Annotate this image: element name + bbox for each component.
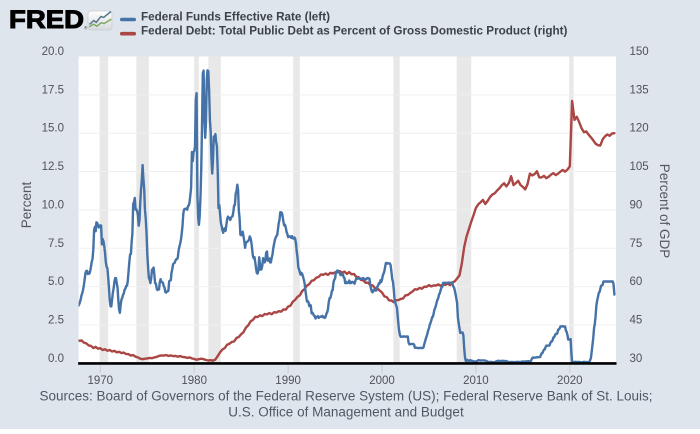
svg-text:90: 90 <box>630 199 643 211</box>
svg-text:®: ® <box>84 25 88 31</box>
svg-text:1970: 1970 <box>88 375 114 387</box>
svg-text:75: 75 <box>630 238 643 250</box>
svg-text:17.5: 17.5 <box>42 84 64 96</box>
svg-text:Percent of GDP: Percent of GDP <box>657 164 672 259</box>
svg-text:15.0: 15.0 <box>42 123 64 135</box>
svg-text:10.0: 10.0 <box>42 199 64 211</box>
svg-text:150: 150 <box>630 46 649 58</box>
svg-text:2.5: 2.5 <box>48 314 64 326</box>
svg-text:2010: 2010 <box>463 375 489 387</box>
svg-text:45: 45 <box>630 314 643 326</box>
svg-text:Percent: Percent <box>19 181 34 228</box>
svg-text:FRED: FRED <box>9 6 84 34</box>
svg-text:2000: 2000 <box>369 375 395 387</box>
svg-text:135: 135 <box>630 84 649 96</box>
svg-text:30: 30 <box>630 353 643 365</box>
svg-text:U.S. Office of Management and: U.S. Office of Management and Budget <box>228 405 464 420</box>
svg-text:Federal Debt: Total Public Deb: Federal Debt: Total Public Debt as Perce… <box>141 25 568 38</box>
svg-text:Sources: Board of Governors of: Sources: Board of Governors of the Feder… <box>39 389 652 404</box>
svg-text:0.0: 0.0 <box>48 353 64 365</box>
svg-text:1990: 1990 <box>275 375 301 387</box>
svg-text:60: 60 <box>630 276 643 288</box>
svg-text:120: 120 <box>630 123 649 135</box>
svg-text:105: 105 <box>630 161 649 173</box>
svg-text:5.0: 5.0 <box>48 276 64 288</box>
svg-text:Federal Funds Effective Rate (: Federal Funds Effective Rate (left) <box>141 10 330 23</box>
svg-text:20.0: 20.0 <box>42 46 64 58</box>
svg-text:1980: 1980 <box>181 375 207 387</box>
svg-text:2020: 2020 <box>557 375 583 387</box>
svg-text:7.5: 7.5 <box>48 238 64 250</box>
svg-text:12.5: 12.5 <box>42 161 64 173</box>
